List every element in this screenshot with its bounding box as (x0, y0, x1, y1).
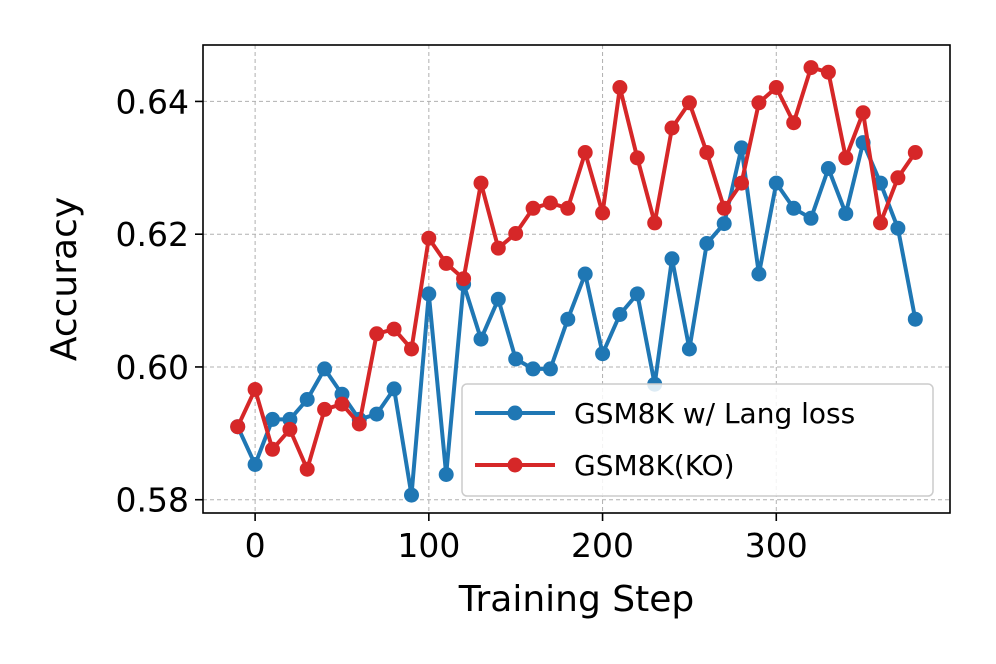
data-point (560, 311, 576, 327)
x-tick-label: 100 (397, 526, 460, 565)
data-point (612, 307, 628, 322)
data-point (404, 341, 419, 357)
data-point (629, 150, 645, 166)
series-line (235, 140, 918, 498)
legend-marker (507, 405, 523, 421)
data-point (734, 140, 749, 156)
data-point (490, 291, 506, 307)
x-tick-label: 300 (745, 526, 808, 565)
data-point (838, 206, 854, 222)
data-point (247, 382, 263, 397)
data-point (542, 361, 558, 377)
data-point (803, 60, 819, 76)
y-axis-ticks: 0.58 0.60 0.62 0.64 (116, 82, 203, 520)
data-point (421, 230, 437, 246)
data-point (525, 200, 541, 216)
series-2 (230, 60, 923, 477)
x-tick-label: 200 (571, 526, 634, 565)
data-point (664, 120, 680, 136)
plot-frame (202, 44, 951, 514)
data-point (421, 286, 437, 302)
data-point (907, 145, 923, 160)
grid-lines (203, 45, 950, 513)
data-point (490, 240, 506, 256)
x-axis-ticks: 0 100 200 300 (245, 513, 808, 565)
data-point (786, 115, 802, 131)
legend-label: GSM8K w/ Lang loss (574, 397, 855, 430)
data-point (369, 406, 385, 422)
data-point (404, 487, 419, 503)
data-point (525, 361, 541, 377)
legend-marker (507, 457, 523, 473)
data-point (716, 200, 732, 216)
data-point (438, 255, 454, 271)
data-point (456, 271, 472, 287)
data-point (351, 416, 367, 432)
data-point (890, 170, 906, 186)
data-point (647, 215, 663, 231)
data-point (855, 105, 871, 121)
data-point (334, 396, 350, 412)
y-tick-label: 0.58 (116, 481, 189, 520)
data-point (803, 210, 819, 226)
data-point (577, 145, 593, 160)
series-line (235, 65, 917, 472)
data-point (438, 467, 454, 482)
legend-box (461, 383, 934, 497)
data-point (299, 392, 315, 407)
data-point (386, 321, 402, 337)
legend: GSM8K w/ Lang loss GSM8K(KO) (461, 383, 934, 497)
data-point (265, 441, 280, 457)
data-point (369, 326, 385, 342)
data-point (247, 457, 263, 472)
data-point (508, 351, 524, 367)
data-point (907, 311, 923, 327)
y-axis-title: Accuracy (44, 197, 85, 361)
y-tick-label: 0.60 (116, 348, 189, 387)
data-point (317, 401, 333, 417)
data-point (820, 64, 836, 80)
data-point (890, 220, 906, 236)
data-point (299, 461, 315, 477)
x-tick-label: 0 (245, 526, 266, 565)
data-point (265, 411, 280, 427)
data-point (768, 175, 784, 191)
data-point (560, 200, 576, 216)
data-point (612, 80, 628, 95)
y-tick-label: 0.62 (116, 215, 189, 254)
data-point (681, 341, 697, 357)
data-point (473, 175, 489, 191)
series-lines (230, 60, 923, 503)
data-point (386, 381, 402, 397)
data-point (734, 175, 749, 191)
data-point (282, 421, 298, 437)
data-point (699, 145, 715, 160)
data-point (664, 251, 680, 267)
data-point (595, 205, 611, 221)
x-axis-title: Training Step (458, 579, 694, 620)
data-point (768, 80, 784, 95)
data-point (542, 195, 558, 211)
data-point (751, 95, 767, 111)
data-point (508, 226, 524, 241)
data-point (629, 286, 645, 302)
data-point (577, 266, 593, 282)
data-point (716, 216, 732, 232)
data-point (681, 95, 697, 111)
data-point (873, 215, 888, 231)
y-tick-label: 0.64 (116, 82, 189, 121)
data-point (786, 200, 802, 216)
legend-label: GSM8K(KO) (574, 449, 735, 482)
data-point (473, 331, 489, 347)
data-point (820, 161, 836, 176)
data-point (751, 266, 767, 282)
data-point (230, 419, 246, 435)
data-point (595, 346, 611, 362)
data-point (317, 361, 333, 377)
data-point (699, 236, 715, 251)
data-point (838, 150, 854, 166)
